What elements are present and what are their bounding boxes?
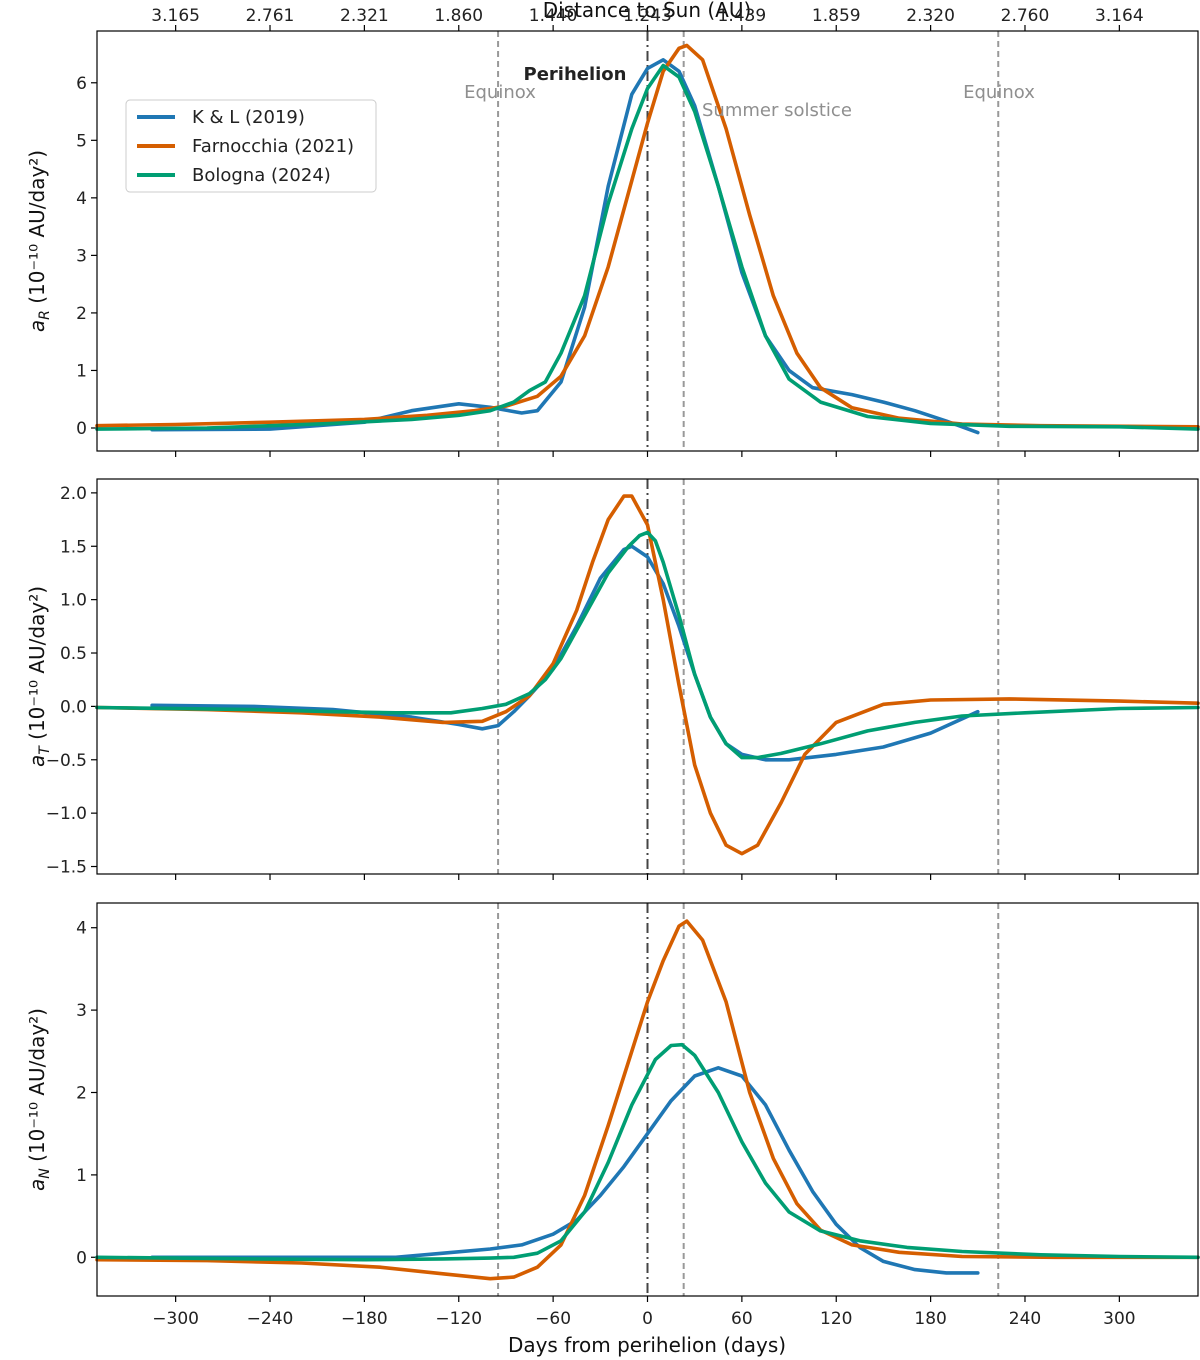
perihelion-label: Perihelion bbox=[524, 64, 627, 85]
series-line-farnocchia-2021 bbox=[95, 43, 1200, 429]
top-tick-label: 2.321 bbox=[340, 6, 389, 26]
y-tick-label: 1 bbox=[76, 361, 87, 381]
x-tick-label: 120 bbox=[820, 1309, 852, 1329]
x-tick-label: −60 bbox=[535, 1309, 571, 1329]
x-tick-label: 300 bbox=[1103, 1309, 1135, 1329]
top-tick-label: 1.440 bbox=[529, 6, 578, 26]
x-tick-label: −120 bbox=[435, 1309, 482, 1329]
panel-ar-event-lines bbox=[497, 31, 1000, 451]
x-tick-label: −240 bbox=[247, 1309, 294, 1329]
y-tick-label: 0 bbox=[76, 1248, 87, 1268]
series-line-bologna-2024 bbox=[95, 1042, 1200, 1262]
x-axis-ticks: −300 −240 −180 −120 −60 0 60 120 180 240 300 bbox=[152, 1309, 1135, 1329]
y-tick-label: 4 bbox=[76, 919, 87, 939]
x-tick-label: −300 bbox=[152, 1309, 199, 1329]
y-tick-label: 3 bbox=[76, 1001, 87, 1021]
y-tick-label: 1 bbox=[76, 1166, 87, 1186]
x-tick-label: 240 bbox=[1009, 1309, 1041, 1329]
series-line-k-l-2019 bbox=[150, 544, 980, 762]
panel-an-ticks: 0 1 2 3 4 bbox=[76, 919, 1120, 1302]
panel-at-frame bbox=[96, 478, 1199, 875]
y-tick-label: 3 bbox=[76, 246, 87, 266]
y-axis-title-aT: aT (10⁻¹⁰ AU/day²) bbox=[25, 586, 53, 767]
y-tick-label: 2 bbox=[76, 1083, 87, 1103]
panel-an: 0 1 2 3 4 aN (10⁻¹⁰ AU/day²) bbox=[25, 902, 1200, 1302]
y-tick-label: 0.0 bbox=[60, 697, 87, 717]
panel-ar-frame bbox=[96, 30, 1199, 452]
legend-box bbox=[125, 99, 377, 193]
legend: K & L (2019) Farnocchia (2021) Bologna (… bbox=[125, 99, 377, 193]
top-tick-label: 1.860 bbox=[434, 6, 483, 26]
equinox-after-label: Equinox bbox=[963, 82, 1035, 103]
top-tick-label: 1.859 bbox=[812, 6, 861, 26]
y-tick-label: −1.5 bbox=[46, 858, 87, 878]
panel-at-series bbox=[95, 494, 1200, 856]
series-line-farnocchia-2021 bbox=[95, 494, 1200, 856]
panel-at-ticks: −1.5 −1.0 −0.5 0.0 0.5 1.0 1.5 2.0 bbox=[46, 484, 1120, 880]
legend-label-farnocchia: Farnocchia (2021) bbox=[192, 136, 354, 157]
top-tick-label: 2.320 bbox=[906, 6, 955, 26]
top-axis-title: Distance to Sun (AU) bbox=[543, 0, 752, 22]
y-tick-label: 5 bbox=[76, 131, 87, 151]
summer-solstice-label: Summer solstice bbox=[702, 100, 852, 121]
panel-an-event-lines bbox=[497, 903, 1000, 1296]
y-tick-label: 2 bbox=[76, 304, 87, 324]
y-tick-label: 0 bbox=[76, 419, 87, 439]
y-axis-title-aN: aN (10⁻¹⁰ AU/day²) bbox=[25, 1008, 53, 1191]
legend-label-bologna: Bologna (2024) bbox=[192, 165, 331, 186]
y-tick-label: −0.5 bbox=[46, 751, 87, 771]
panel-ar-ylabel: aR (10⁻¹⁰ AU/day²) bbox=[25, 150, 53, 332]
y-tick-label: 0.5 bbox=[60, 644, 87, 664]
top-axis-ticks: 3.165 2.761 2.321 1.860 1.440 1.243 1.439 1.859… bbox=[151, 6, 1144, 31]
legend-label-kl: K & L (2019) bbox=[192, 107, 305, 128]
top-tick-label: 1.243 bbox=[623, 6, 672, 26]
y-tick-label: 6 bbox=[76, 74, 87, 94]
y-tick-label: −1.0 bbox=[46, 804, 87, 824]
panel-an-frame bbox=[96, 902, 1199, 1297]
y-tick-label: 4 bbox=[76, 189, 87, 209]
x-tick-label: 180 bbox=[914, 1309, 946, 1329]
y-tick-label: 1.0 bbox=[60, 591, 87, 611]
top-tick-label: 3.164 bbox=[1095, 6, 1144, 26]
panel-at-event-lines bbox=[497, 479, 1000, 874]
top-tick-label: 2.761 bbox=[246, 6, 295, 26]
panel-ar-series bbox=[95, 43, 1200, 435]
panel-an-series bbox=[95, 919, 1200, 1281]
top-tick-label: 1.439 bbox=[718, 6, 767, 26]
panel-ar: 0 1 2 3 4 5 6 aR (10⁻¹⁰ AU/day²) bbox=[25, 30, 1200, 457]
x-tick-label: −180 bbox=[341, 1309, 388, 1329]
series-line-k-l-2019 bbox=[150, 57, 980, 435]
top-tick-label: 3.165 bbox=[151, 6, 200, 26]
series-line-bologna-2024 bbox=[95, 530, 1200, 760]
series-line-bologna-2024 bbox=[95, 63, 1200, 431]
panel-at: −1.5 −1.0 −0.5 0.0 0.5 1.0 1.5 2.0 aT (10⁻¹⁰ AU… bbox=[25, 478, 1200, 880]
series-line-farnocchia-2021 bbox=[95, 919, 1200, 1281]
top-tick-label: 2.760 bbox=[1001, 6, 1050, 26]
series-line-k-l-2019 bbox=[150, 1066, 980, 1275]
equinox-before-label: Equinox bbox=[464, 82, 536, 103]
panel-an-ylabel: aN (10⁻¹⁰ AU/day²) bbox=[25, 1008, 53, 1191]
y-axis-title-aR: aR (10⁻¹⁰ AU/day²) bbox=[25, 150, 53, 332]
y-tick-label: 2.0 bbox=[60, 484, 87, 504]
x-tick-label: 0 bbox=[642, 1309, 653, 1329]
x-tick-label: 60 bbox=[731, 1309, 753, 1329]
y-tick-label: 1.5 bbox=[60, 537, 87, 557]
x-axis-title: Days from perihelion (days) bbox=[508, 1333, 786, 1357]
panel-at-ylabel: aT (10⁻¹⁰ AU/day²) bbox=[25, 586, 53, 767]
